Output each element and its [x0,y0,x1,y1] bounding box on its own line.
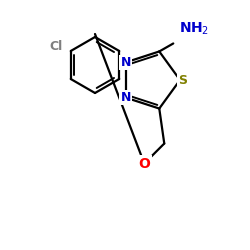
Text: S: S [178,74,188,86]
Text: NH$_2$: NH$_2$ [179,21,210,38]
Text: O: O [138,156,150,170]
Text: N: N [120,91,131,104]
Text: Cl: Cl [50,40,63,54]
Text: N: N [120,56,131,69]
